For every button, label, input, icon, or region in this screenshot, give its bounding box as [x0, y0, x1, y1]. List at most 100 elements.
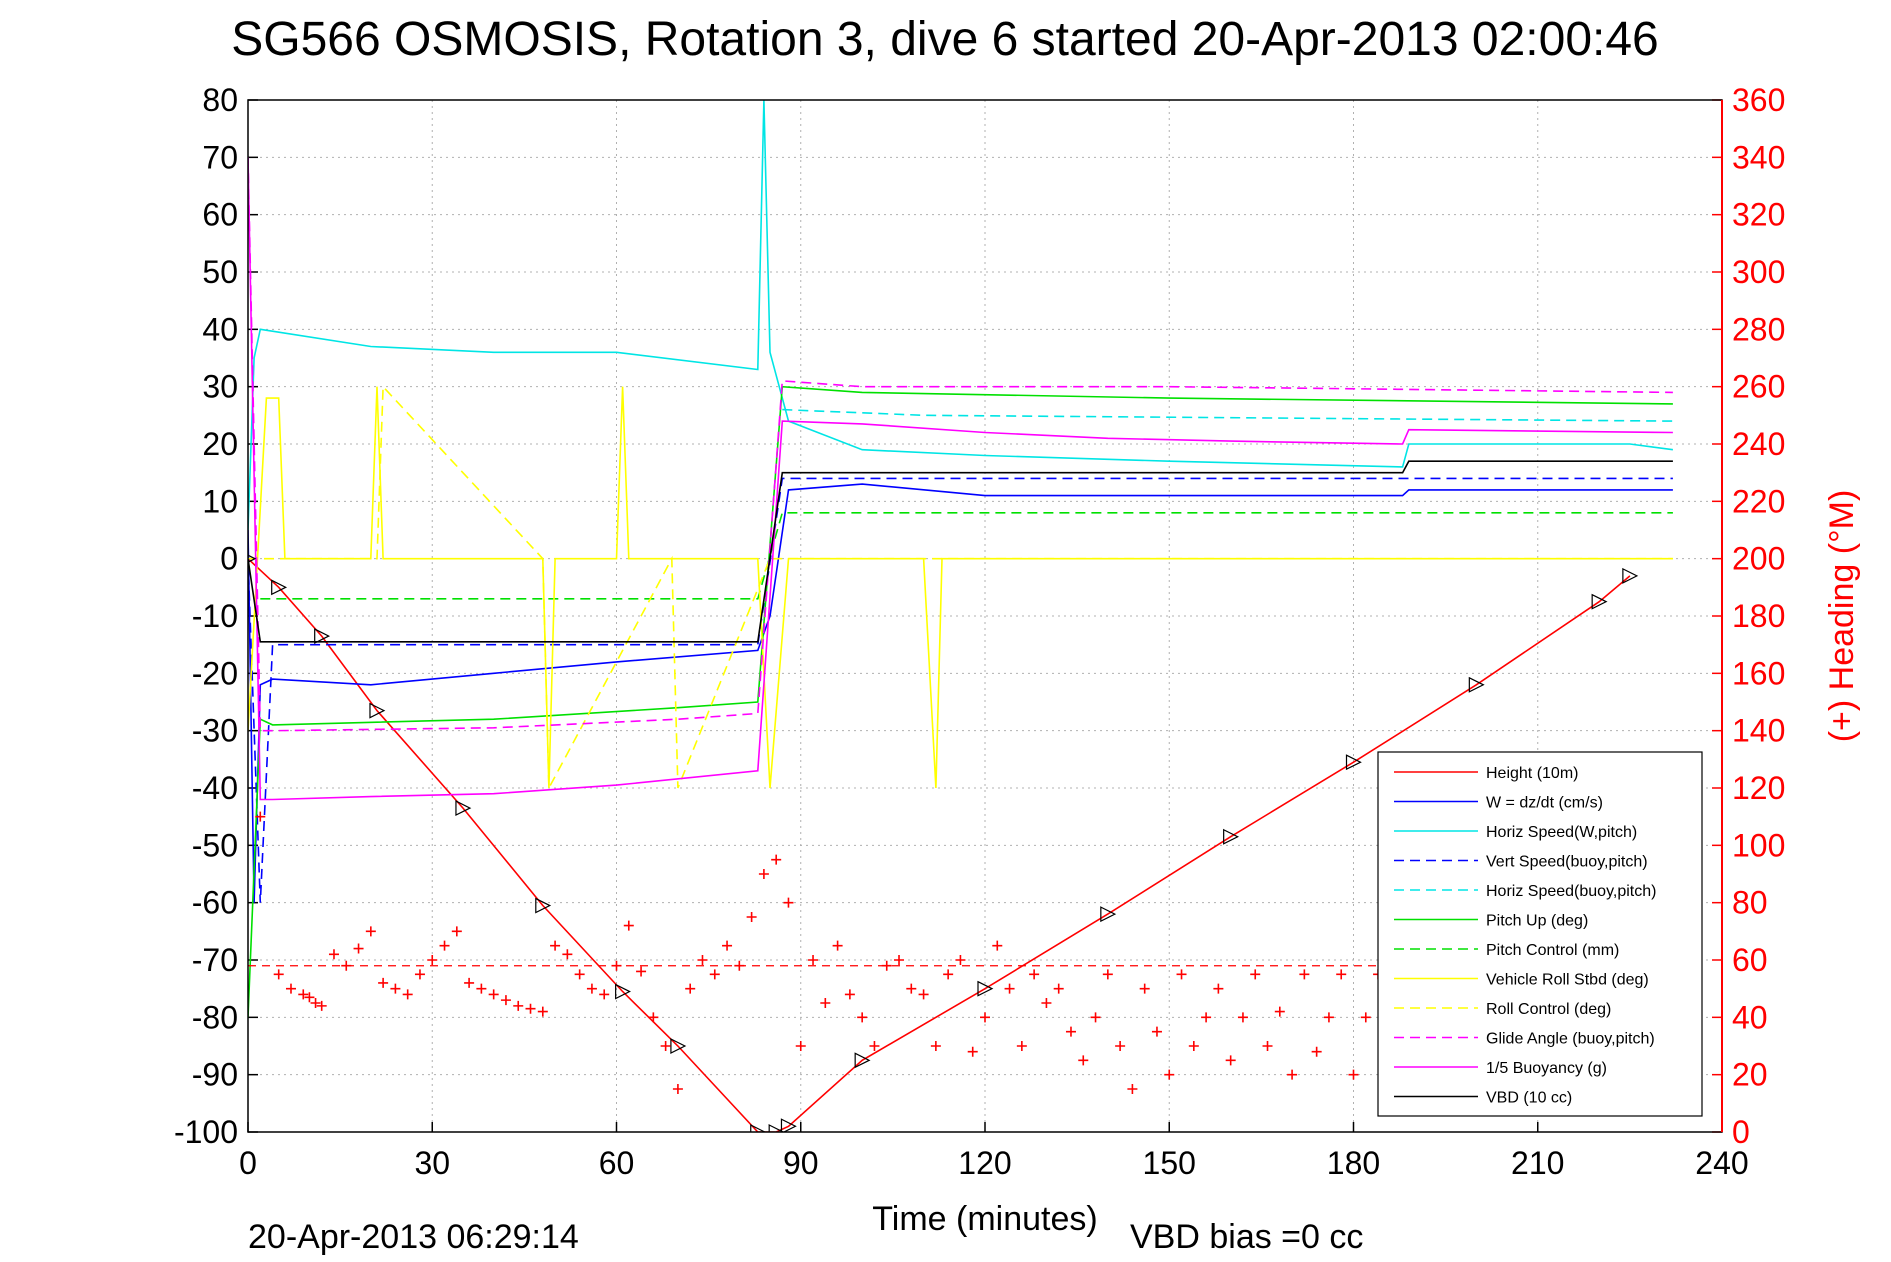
heading-point	[808, 955, 819, 965]
legend-label: Horiz Speed(buoy,pitch)	[1486, 883, 1656, 900]
y-tick-label: -90	[192, 1057, 238, 1093]
heading-point	[1348, 1069, 1359, 1080]
x-tick-label: 0	[239, 1145, 257, 1181]
heading-point	[310, 998, 321, 1008]
height-marker	[670, 1038, 687, 1054]
right-tick-label: 100	[1732, 827, 1785, 863]
legend-box	[1377, 751, 1703, 1117]
y-tick-label: 0	[220, 541, 238, 577]
heading-point	[255, 811, 266, 822]
y-tick-label: 40	[202, 311, 238, 347]
legend-label: Glide Angle (buoy,pitch)	[1486, 1031, 1655, 1048]
x-tick-label: 30	[414, 1145, 450, 1181]
legend-label: W = dz/dt (cm/s)	[1486, 795, 1603, 812]
heading-point	[353, 943, 364, 954]
left-y-axis-ticks: 80 70 60 50 40 30 20 10 0 -10 -20 -30 -40 -50 -60 -70 -8…	[174, 82, 258, 1150]
heading-point	[285, 983, 296, 994]
y-tick-label: 50	[202, 254, 238, 290]
right-tick-label: 240	[1732, 426, 1785, 462]
heading-point	[488, 989, 499, 1000]
heading-point	[820, 998, 831, 1008]
y-tick-label: 80	[202, 82, 238, 118]
heading-point	[1164, 1069, 1175, 1080]
heading-point	[1065, 1026, 1076, 1037]
heading-point	[1151, 1026, 1162, 1037]
right-tick-label: 300	[1732, 254, 1785, 290]
heading-point	[1237, 1012, 1248, 1023]
footer-vbd-bias: VBD bias =0 cc	[1130, 1218, 1363, 1256]
height-marker	[1622, 567, 1639, 584]
heading-point	[844, 989, 855, 1000]
series-line-1-5-buoyancy-g	[248, 157, 1673, 801]
right-tick-label: 220	[1732, 483, 1785, 519]
heading-point	[857, 1012, 868, 1023]
height-marker	[1591, 593, 1608, 610]
heading-point	[722, 940, 733, 951]
heading-point	[402, 989, 413, 1000]
heading-point	[734, 960, 745, 971]
heading-point	[672, 1084, 683, 1094]
y-tick-label: -40	[192, 770, 238, 806]
height-marker	[314, 628, 331, 645]
heading-point	[906, 983, 917, 994]
heading-point	[1090, 1012, 1101, 1023]
heading-point	[758, 869, 769, 879]
height-marker	[1468, 676, 1485, 693]
heading-point	[513, 1000, 524, 1011]
y-tick-label: 30	[202, 369, 238, 405]
legend: Height (10m) W = dz/dt (cm/s) Horiz Speed(…	[1377, 751, 1703, 1117]
height-marker	[1100, 906, 1117, 923]
legend-label: Height (10m)	[1486, 765, 1578, 782]
heading-point	[390, 983, 401, 994]
right-tick-label: 140	[1732, 713, 1785, 749]
heading-point	[1029, 969, 1040, 980]
heading-point	[771, 854, 782, 865]
height-marker	[977, 980, 994, 997]
legend-label: 1/5 Buoyancy (g)	[1486, 1060, 1607, 1077]
series-line-pitch-control-mm	[260, 511, 1673, 600]
heading-point	[1323, 1012, 1334, 1023]
heading-point	[414, 969, 425, 980]
heading-point	[709, 969, 720, 980]
series-line-pitch-up-deg	[248, 385, 1673, 1018]
heading-point	[439, 940, 450, 951]
heading-point	[304, 992, 315, 1003]
heading-point	[1115, 1041, 1126, 1051]
heading-point	[1250, 969, 1261, 980]
heading-point	[586, 983, 597, 994]
legend-label: Pitch Up (deg)	[1486, 913, 1588, 930]
heading-point	[1225, 1055, 1236, 1066]
height-marker	[768, 1124, 785, 1132]
x-axis-label: Time (minutes)	[872, 1200, 1097, 1238]
series-line-roll-control-deg	[248, 384, 1673, 792]
heading-point	[365, 926, 376, 937]
heading-point	[525, 1003, 536, 1014]
series-line-height-10m	[248, 558, 1631, 1132]
legend-label: Vert Speed(buoy,pitch)	[1486, 854, 1648, 871]
heading-point	[967, 1046, 978, 1057]
heading-point	[611, 960, 622, 971]
heading-point	[1041, 998, 1052, 1008]
heading-point	[1299, 969, 1310, 980]
heading-point	[697, 955, 708, 965]
series-line-glide-angle-buoy-pitch	[248, 157, 1673, 732]
heading-point	[980, 1012, 990, 1023]
heading-point	[537, 1006, 548, 1017]
height-marker	[780, 1118, 797, 1132]
heading-point	[1078, 1055, 1089, 1066]
heading-point	[992, 940, 1003, 951]
right-tick-label: 260	[1732, 369, 1785, 405]
y-tick-label: 10	[202, 483, 238, 519]
heading-point	[273, 969, 284, 980]
heading-point	[636, 966, 647, 977]
x-tick-label: 240	[1695, 1145, 1748, 1181]
heading-point	[574, 969, 585, 980]
y-tick-label: -80	[192, 999, 238, 1035]
height-marker	[535, 897, 552, 914]
y-tick-label: -30	[192, 713, 238, 749]
right-tick-label: 320	[1732, 197, 1785, 233]
heading-point	[746, 912, 757, 922]
y-tick-label: -10	[192, 598, 238, 634]
heading-point	[1201, 1012, 1212, 1023]
